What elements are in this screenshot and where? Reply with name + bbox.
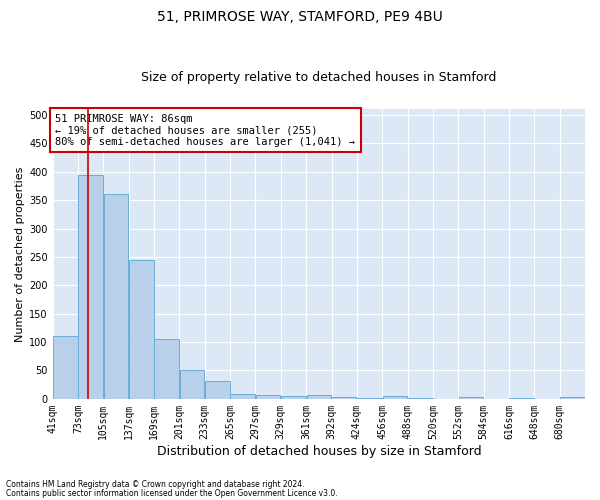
Bar	[307, 396, 331, 399]
Text: 51 PRIMROSE WAY: 86sqm
← 19% of detached houses are smaller (255)
80% of semi-de: 51 PRIMROSE WAY: 86sqm ← 19% of detached…	[55, 114, 355, 147]
Bar	[79, 175, 103, 399]
Text: 51, PRIMROSE WAY, STAMFORD, PE9 4BU: 51, PRIMROSE WAY, STAMFORD, PE9 4BU	[157, 10, 443, 24]
Bar	[256, 396, 280, 399]
Bar	[408, 398, 433, 399]
Bar	[357, 398, 382, 399]
Bar	[560, 397, 584, 399]
Text: Contains public sector information licensed under the Open Government Licence v3: Contains public sector information licen…	[6, 488, 338, 498]
Bar	[230, 394, 255, 399]
X-axis label: Distribution of detached houses by size in Stamford: Distribution of detached houses by size …	[157, 444, 481, 458]
Title: Size of property relative to detached houses in Stamford: Size of property relative to detached ho…	[141, 72, 497, 85]
Bar	[104, 194, 128, 399]
Y-axis label: Number of detached properties: Number of detached properties	[15, 166, 25, 342]
Bar	[383, 396, 407, 399]
Bar	[509, 398, 534, 399]
Text: Contains HM Land Registry data © Crown copyright and database right 2024.: Contains HM Land Registry data © Crown c…	[6, 480, 305, 489]
Bar	[154, 339, 179, 399]
Bar	[332, 397, 356, 399]
Bar	[205, 381, 230, 399]
Bar	[458, 396, 483, 399]
Bar	[129, 260, 154, 399]
Bar	[281, 396, 306, 399]
Bar	[53, 336, 77, 399]
Bar	[180, 370, 205, 399]
